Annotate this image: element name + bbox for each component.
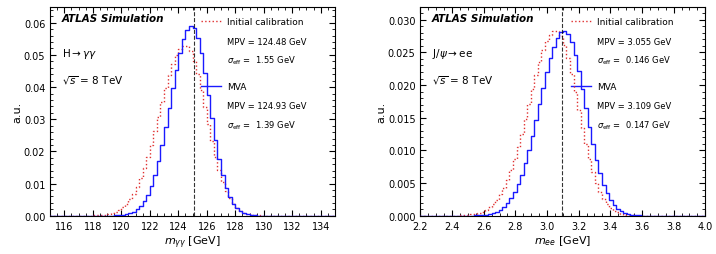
Text: MPV = 3.055 GeV: MPV = 3.055 GeV (597, 38, 672, 46)
Text: Initial calibration: Initial calibration (597, 18, 674, 27)
Text: $\sqrt{s}$ = 8 TeV: $\sqrt{s}$ = 8 TeV (62, 74, 123, 87)
Text: $\sigma_{\mathrm{eff}}$ =  1.39 GeV: $\sigma_{\mathrm{eff}}$ = 1.39 GeV (227, 119, 296, 132)
Text: $\sigma_{\mathrm{eff}}$ =  1.55 GeV: $\sigma_{\mathrm{eff}}$ = 1.55 GeV (227, 55, 296, 67)
Text: J/$\psi$$\rightarrow$ee: J/$\psi$$\rightarrow$ee (432, 47, 473, 61)
Text: MPV = 3.109 GeV: MPV = 3.109 GeV (597, 102, 672, 111)
Text: MVA: MVA (597, 82, 616, 91)
Text: H$\rightarrow\gamma\gamma$: H$\rightarrow\gamma\gamma$ (62, 47, 97, 61)
Text: MVA: MVA (227, 82, 246, 91)
Text: $\sigma_{\mathrm{eff}}$ =  0.146 GeV: $\sigma_{\mathrm{eff}}$ = 0.146 GeV (597, 55, 672, 67)
X-axis label: $m_{\gamma\gamma}$ [GeV]: $m_{\gamma\gamma}$ [GeV] (164, 233, 221, 250)
Text: MPV = 124.93 GeV: MPV = 124.93 GeV (227, 102, 306, 111)
Text: $\sigma_{\mathrm{eff}}$ =  0.147 GeV: $\sigma_{\mathrm{eff}}$ = 0.147 GeV (597, 119, 672, 132)
Y-axis label: a.u.: a.u. (377, 101, 387, 122)
Y-axis label: a.u.: a.u. (12, 101, 22, 122)
X-axis label: $m_{ee}$ [GeV]: $m_{ee}$ [GeV] (534, 233, 591, 247)
Text: $\sqrt{s}$ = 8 TeV: $\sqrt{s}$ = 8 TeV (432, 74, 493, 87)
Text: Initial calibration: Initial calibration (227, 18, 303, 27)
Text: MPV = 124.48 GeV: MPV = 124.48 GeV (227, 38, 306, 46)
Text: ATLAS Simulation: ATLAS Simulation (62, 14, 164, 24)
Text: ATLAS Simulation: ATLAS Simulation (432, 14, 534, 24)
